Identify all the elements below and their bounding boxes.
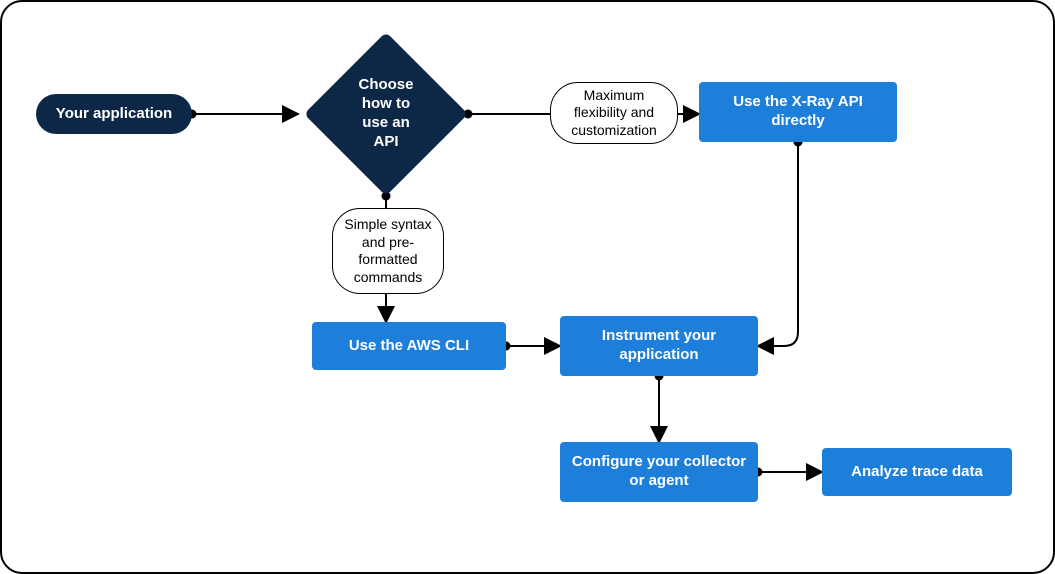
node-decision: Choose how to use an API — [328, 56, 444, 172]
node-instrument-label: Instrument your application — [570, 327, 748, 365]
callout-simple-syntax-label: Simple syntax and pre-formatted commands — [343, 216, 433, 286]
callout-flexibility-label: Maximum flexibility and customization — [561, 87, 667, 140]
node-aws-cli: Use the AWS CLI — [312, 322, 506, 370]
callout-flexibility: Maximum flexibility and customization — [550, 82, 678, 144]
node-configure-label: Configure your collector or agent — [570, 453, 748, 491]
node-start: Your application — [36, 94, 192, 134]
node-xray-api-label: Use the X-Ray API directly — [709, 93, 887, 131]
node-decision-label: Choose how to use an API — [328, 56, 444, 172]
node-analyze-label: Analyze trace data — [851, 463, 983, 482]
node-aws-cli-label: Use the AWS CLI — [349, 337, 469, 356]
node-instrument: Instrument your application — [560, 316, 758, 376]
diagram-frame: Your application Choose how to use an AP… — [0, 0, 1055, 574]
node-configure: Configure your collector or agent — [560, 442, 758, 502]
node-analyze: Analyze trace data — [822, 448, 1012, 496]
node-xray-api: Use the X-Ray API directly — [699, 82, 897, 142]
node-start-label: Your application — [56, 105, 172, 124]
callout-simple-syntax: Simple syntax and pre-formatted commands — [332, 208, 444, 294]
